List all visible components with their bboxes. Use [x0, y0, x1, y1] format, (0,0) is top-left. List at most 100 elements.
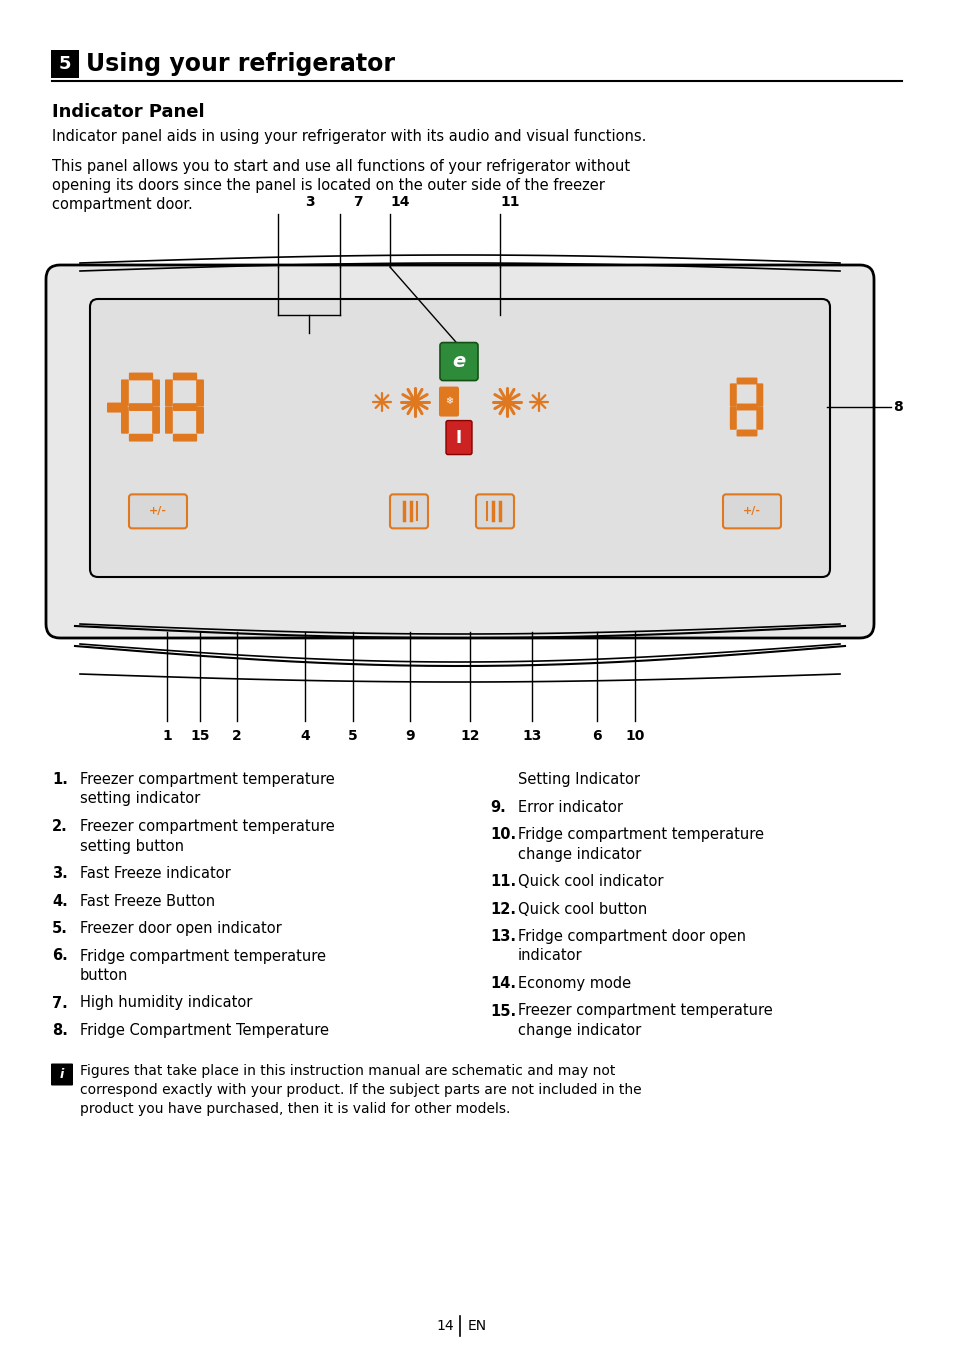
Text: Fridge compartment temperature: Fridge compartment temperature	[80, 949, 326, 964]
Text: 13: 13	[521, 728, 541, 743]
Text: High humidity indicator: High humidity indicator	[80, 995, 253, 1010]
Text: 2: 2	[232, 728, 242, 743]
FancyBboxPatch shape	[756, 383, 762, 406]
Text: Quick cool indicator: Quick cool indicator	[517, 873, 662, 890]
Text: 7: 7	[353, 195, 362, 209]
Text: 11.: 11.	[490, 873, 516, 890]
Text: Freezer compartment temperature: Freezer compartment temperature	[80, 819, 335, 834]
FancyBboxPatch shape	[121, 406, 129, 433]
Text: 3.: 3.	[52, 867, 68, 881]
Text: setting button: setting button	[80, 838, 184, 853]
Text: Indicator panel aids in using your refrigerator with its audio and visual functi: Indicator panel aids in using your refri…	[52, 129, 646, 144]
FancyBboxPatch shape	[390, 494, 428, 528]
FancyBboxPatch shape	[736, 429, 757, 436]
Text: 1: 1	[162, 728, 172, 743]
Text: Error indicator: Error indicator	[517, 799, 622, 815]
Text: change indicator: change indicator	[517, 1024, 640, 1039]
Text: 3: 3	[305, 195, 314, 209]
Text: ❄: ❄	[444, 395, 453, 406]
Text: 14: 14	[390, 195, 410, 209]
FancyBboxPatch shape	[729, 406, 736, 429]
Text: 5: 5	[59, 56, 71, 73]
Text: Figures that take place in this instruction manual are schematic and may not: Figures that take place in this instruct…	[80, 1064, 615, 1079]
Text: 5.: 5.	[52, 921, 68, 936]
FancyBboxPatch shape	[476, 494, 514, 528]
Text: 7.: 7.	[52, 995, 68, 1010]
Text: EN: EN	[468, 1319, 487, 1332]
Text: I: I	[456, 429, 461, 447]
Text: 9: 9	[405, 728, 415, 743]
Text: 1.: 1.	[52, 772, 68, 787]
FancyBboxPatch shape	[172, 403, 197, 412]
Text: product you have purchased, then it is valid for other models.: product you have purchased, then it is v…	[80, 1102, 510, 1116]
FancyBboxPatch shape	[438, 386, 458, 417]
Text: Indicator Panel: Indicator Panel	[52, 103, 204, 121]
FancyBboxPatch shape	[756, 406, 762, 429]
FancyBboxPatch shape	[152, 406, 160, 433]
Text: 4.: 4.	[52, 894, 68, 909]
Text: 6.: 6.	[52, 949, 68, 964]
Text: 12.: 12.	[490, 902, 516, 917]
Text: 14: 14	[436, 1319, 454, 1332]
Text: e: e	[452, 352, 465, 371]
Text: 8: 8	[892, 399, 902, 413]
FancyBboxPatch shape	[196, 406, 204, 433]
Text: 5: 5	[348, 728, 357, 743]
Text: 8.: 8.	[52, 1024, 68, 1039]
Text: +/-: +/-	[742, 506, 760, 516]
FancyBboxPatch shape	[196, 379, 204, 406]
FancyBboxPatch shape	[46, 265, 873, 638]
Text: i: i	[60, 1068, 64, 1080]
FancyBboxPatch shape	[129, 494, 187, 528]
Text: 6: 6	[592, 728, 601, 743]
FancyBboxPatch shape	[51, 50, 79, 79]
FancyBboxPatch shape	[729, 383, 736, 406]
FancyBboxPatch shape	[129, 433, 153, 441]
FancyBboxPatch shape	[172, 433, 197, 441]
Text: Quick cool button: Quick cool button	[517, 902, 646, 917]
Text: Economy mode: Economy mode	[517, 976, 631, 991]
FancyBboxPatch shape	[129, 403, 153, 412]
Text: 15.: 15.	[490, 1003, 516, 1018]
Text: 9.: 9.	[490, 799, 505, 815]
Text: 11: 11	[499, 195, 519, 209]
Text: 13.: 13.	[490, 929, 516, 944]
FancyBboxPatch shape	[439, 343, 477, 380]
Text: 15: 15	[190, 728, 210, 743]
Text: 4: 4	[300, 728, 310, 743]
FancyBboxPatch shape	[165, 406, 172, 433]
Text: 10: 10	[624, 728, 644, 743]
FancyBboxPatch shape	[152, 379, 160, 406]
FancyBboxPatch shape	[722, 494, 781, 528]
Text: Fridge compartment temperature: Fridge compartment temperature	[517, 827, 763, 842]
FancyBboxPatch shape	[129, 372, 153, 380]
Text: Freezer compartment temperature: Freezer compartment temperature	[517, 1003, 772, 1018]
Text: Freezer compartment temperature: Freezer compartment temperature	[80, 772, 335, 787]
FancyBboxPatch shape	[736, 403, 757, 410]
FancyBboxPatch shape	[90, 299, 829, 577]
Text: indicator: indicator	[517, 949, 582, 964]
Text: 2.: 2.	[52, 819, 68, 834]
Text: Freezer door open indicator: Freezer door open indicator	[80, 921, 281, 936]
Text: Fridge Compartment Temperature: Fridge Compartment Temperature	[80, 1024, 329, 1039]
Text: Fast Freeze indicator: Fast Freeze indicator	[80, 867, 231, 881]
Text: correspond exactly with your product. If the subject parts are not included in t: correspond exactly with your product. If…	[80, 1083, 641, 1097]
Text: Setting Indicator: Setting Indicator	[517, 772, 639, 787]
FancyBboxPatch shape	[165, 379, 172, 406]
FancyBboxPatch shape	[172, 372, 197, 380]
Text: 12: 12	[459, 728, 479, 743]
Text: Fridge compartment door open: Fridge compartment door open	[517, 929, 745, 944]
Text: change indicator: change indicator	[517, 846, 640, 861]
Text: Fast Freeze Button: Fast Freeze Button	[80, 894, 214, 909]
FancyBboxPatch shape	[51, 1063, 73, 1086]
FancyBboxPatch shape	[446, 421, 472, 455]
Text: Using your refrigerator: Using your refrigerator	[86, 51, 395, 76]
Text: +/-: +/-	[149, 506, 167, 516]
FancyBboxPatch shape	[121, 379, 129, 406]
FancyBboxPatch shape	[736, 378, 757, 385]
Text: This panel allows you to start and use all functions of your refrigerator withou: This panel allows you to start and use a…	[52, 158, 630, 175]
Text: compartment door.: compartment door.	[52, 196, 193, 213]
Text: button: button	[80, 968, 129, 983]
Text: setting indicator: setting indicator	[80, 792, 200, 807]
Text: opening its doors since the panel is located on the outer side of the freezer: opening its doors since the panel is loc…	[52, 177, 604, 194]
